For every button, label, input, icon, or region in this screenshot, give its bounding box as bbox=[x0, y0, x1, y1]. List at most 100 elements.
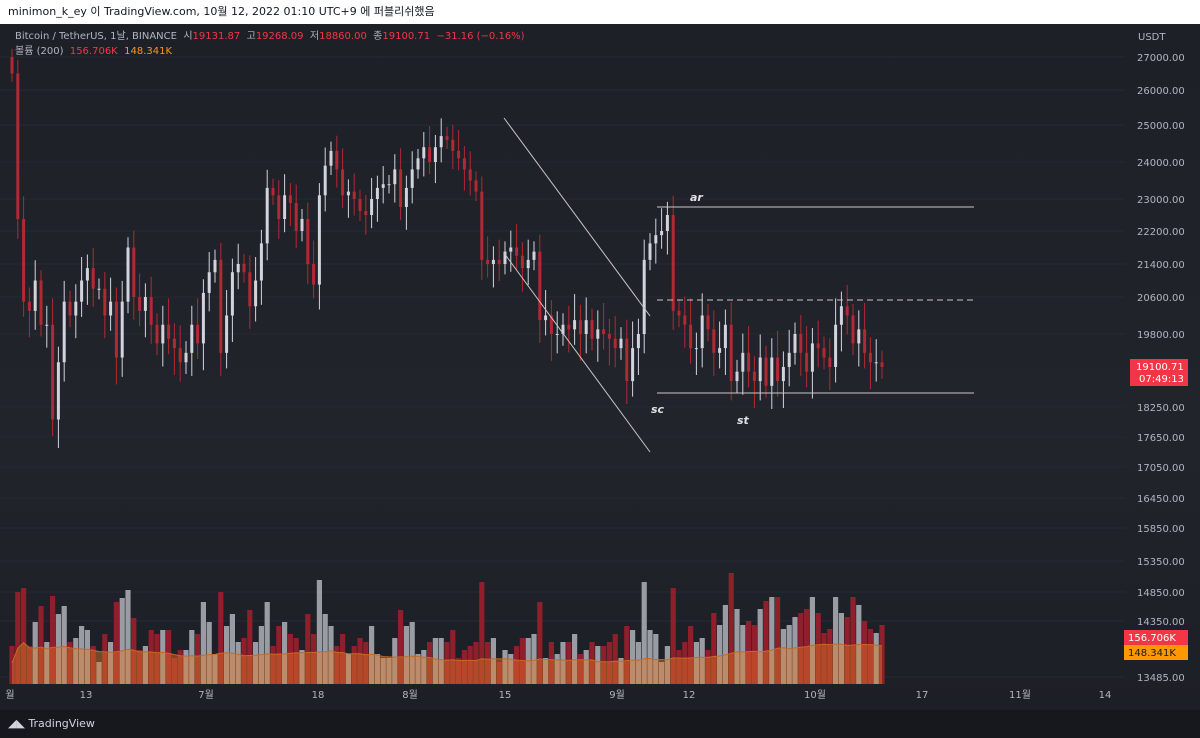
volume-bar bbox=[357, 638, 363, 684]
volume-bar bbox=[496, 662, 502, 684]
volume-bar bbox=[601, 646, 607, 684]
volume-bar bbox=[809, 597, 815, 684]
candle-body bbox=[874, 362, 878, 364]
volume-bar bbox=[838, 613, 844, 684]
candle-body bbox=[822, 348, 826, 358]
annotation-ar: ar bbox=[690, 191, 703, 204]
candle-body bbox=[207, 272, 211, 293]
volume-bar bbox=[235, 642, 241, 684]
volume-bar bbox=[119, 598, 125, 684]
volume-bar bbox=[421, 650, 427, 684]
candle-body bbox=[85, 268, 89, 281]
candle-body bbox=[399, 169, 403, 207]
volume-bar bbox=[282, 622, 288, 684]
tradingview-logo[interactable]: ◢◣ TradingView bbox=[8, 710, 95, 738]
volume-bar bbox=[148, 630, 154, 684]
volume-bar bbox=[508, 654, 514, 684]
volume-bar bbox=[688, 626, 694, 684]
volume-bar bbox=[311, 634, 317, 684]
candle-body bbox=[219, 259, 223, 353]
volume-bar bbox=[287, 634, 293, 684]
candle-body bbox=[567, 324, 571, 330]
candle-body bbox=[735, 371, 739, 382]
candle-body bbox=[341, 169, 345, 196]
tv-logo-icon: ◢◣ bbox=[8, 717, 25, 730]
candle-body bbox=[10, 57, 14, 74]
volume-bar bbox=[345, 654, 351, 684]
y-tick-label: 14850.00 bbox=[1137, 588, 1185, 599]
candle-body bbox=[462, 158, 466, 170]
volume-bar bbox=[450, 630, 456, 684]
candle-body bbox=[683, 315, 687, 325]
candle-body bbox=[404, 187, 408, 207]
volume-bar bbox=[751, 625, 757, 684]
candle-body bbox=[781, 366, 785, 382]
y-tick-label: 17650.00 bbox=[1137, 433, 1185, 444]
volume-bar bbox=[479, 582, 485, 684]
price-chart[interactable]: 27000.00 26000.00 25000.00 24000.00 23000.00… bbox=[0, 24, 1200, 710]
candle-body bbox=[520, 255, 524, 269]
volume-bar bbox=[734, 609, 740, 684]
candle-body bbox=[810, 343, 814, 372]
volume-bar bbox=[351, 646, 357, 684]
candle-body bbox=[167, 324, 171, 339]
volume-bar bbox=[264, 602, 270, 684]
ohlc-row: Bitcoin / TetherUS, 1날, BINANCE 시19131.8… bbox=[15, 29, 525, 44]
volume-bar bbox=[618, 658, 624, 684]
volume-bar bbox=[55, 614, 61, 684]
currency-label: USDT bbox=[1138, 32, 1166, 43]
volume-ma-fill bbox=[12, 642, 882, 684]
volume-bar bbox=[670, 588, 676, 684]
volume-bar bbox=[253, 642, 259, 684]
volume-bar bbox=[137, 650, 143, 684]
candle-body bbox=[700, 315, 704, 349]
y-tick-label: 27000.00 bbox=[1137, 53, 1185, 64]
symbol-label: Bitcoin / TetherUS, 1날, BINANCE bbox=[15, 31, 177, 42]
candle-body bbox=[602, 329, 606, 334]
volume-bar bbox=[415, 654, 421, 684]
open-label: 시 bbox=[183, 31, 193, 42]
y-tick-label: 24000.00 bbox=[1137, 158, 1185, 169]
y-tick-label: 19800.00 bbox=[1137, 330, 1185, 341]
candle-body bbox=[283, 195, 287, 219]
y-tick-label: 23000.00 bbox=[1137, 195, 1185, 206]
x-tick-label: 7월 bbox=[198, 689, 214, 701]
candle-body bbox=[596, 329, 600, 339]
volume-bar bbox=[705, 650, 711, 684]
candle-body bbox=[294, 203, 298, 231]
candle-body bbox=[480, 191, 484, 260]
volume-bar bbox=[21, 588, 27, 684]
candle-body bbox=[178, 348, 182, 363]
candle-body bbox=[74, 301, 78, 316]
candle-body bbox=[254, 280, 258, 307]
volume-bar bbox=[189, 630, 195, 684]
x-tick-label: 12 bbox=[683, 690, 696, 701]
volume-bar bbox=[334, 646, 340, 684]
volume-bar bbox=[444, 642, 450, 684]
chart-area[interactable]: 27000.00 26000.00 25000.00 24000.00 23000.00… bbox=[0, 24, 1200, 710]
volume-bar bbox=[699, 638, 705, 684]
candle-body bbox=[491, 259, 495, 264]
volume-bar bbox=[171, 658, 177, 684]
volume-bar bbox=[322, 614, 328, 684]
candle-body bbox=[213, 259, 217, 273]
volume-bar bbox=[740, 625, 746, 684]
y-tick-label: 26000.00 bbox=[1137, 86, 1185, 97]
volume-bar bbox=[693, 642, 699, 684]
volume-bar bbox=[131, 618, 137, 684]
candle-body bbox=[805, 352, 809, 372]
volume-bar bbox=[624, 626, 630, 684]
volume-bar bbox=[577, 654, 583, 684]
volume-bar bbox=[432, 638, 438, 684]
volume-bar bbox=[757, 609, 763, 684]
candle-body bbox=[863, 329, 867, 353]
candle-body bbox=[196, 324, 200, 344]
volume-bar bbox=[403, 626, 409, 684]
y-tick-label: 15350.00 bbox=[1137, 557, 1185, 568]
volume-bar bbox=[543, 658, 549, 684]
candle-body bbox=[381, 184, 385, 188]
volume-bar bbox=[862, 621, 868, 684]
candle-body bbox=[526, 259, 530, 269]
volume-bar bbox=[84, 630, 90, 684]
annotation-st: st bbox=[737, 414, 750, 427]
